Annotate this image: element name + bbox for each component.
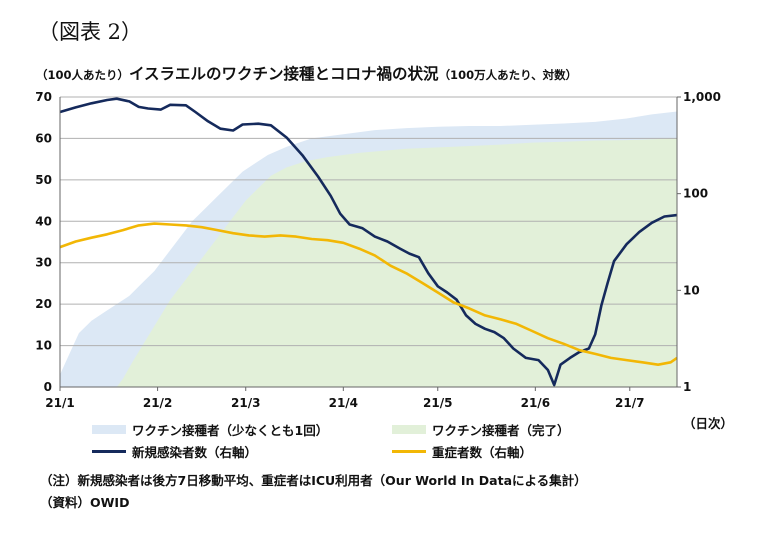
x-tick-label: 21/5 xyxy=(423,396,452,410)
tick-labels: 0 10 20 30 40 50 60 70 1 10 100 1,000 21/1 21/2 21/3 21… xyxy=(35,90,721,410)
legend-label-vaccinated-full: ワクチン接種者（完了） xyxy=(432,423,570,438)
x-tick-label: 21/3 xyxy=(231,396,260,410)
legend-swatch-severe xyxy=(392,450,426,453)
line-layer xyxy=(59,97,678,387)
legend-item-new-cases: 新規感染者数（右軸） xyxy=(92,442,257,461)
legend-item-vaccinated-full: ワクチン接種者（完了） xyxy=(392,420,570,439)
legend-label-severe: 重症者数（右軸） xyxy=(432,445,533,460)
gridlines xyxy=(60,96,677,347)
line-severe xyxy=(59,222,678,367)
y-left-tick-label: 30 xyxy=(35,256,52,270)
left-axis-unit: （100人あたり） xyxy=(36,68,130,82)
x-tick-label: 21/4 xyxy=(329,396,358,410)
y-left-tick-label: 20 xyxy=(35,297,52,311)
legend-label-new-cases: 新規感染者数（右軸） xyxy=(132,445,258,460)
figure-label: （図表 2） xyxy=(38,20,143,44)
legend-item-severe: 重症者数（右軸） xyxy=(392,442,532,461)
y-right-tick-label: 1,000 xyxy=(683,90,721,104)
y-left-tick-label: 10 xyxy=(35,339,52,353)
y-right-tick-label: 10 xyxy=(683,283,700,297)
source-text: （資料）OWID xyxy=(40,495,130,510)
y-left-tick-label: 40 xyxy=(35,214,52,228)
x-axis-unit: （日次） xyxy=(683,416,734,431)
y-left-tick-label: 0 xyxy=(44,380,52,394)
x-tick-label: 21/6 xyxy=(521,396,550,410)
line-new-cases xyxy=(59,97,678,387)
note-text: （注）新規感染者は後方7日移動平均、重症者はICU利用者（Our World I… xyxy=(40,473,587,488)
y-left-tick-label: 50 xyxy=(35,173,52,187)
y-left-tick-label: 70 xyxy=(35,90,52,104)
x-tick-label: 21/7 xyxy=(615,396,644,410)
chart-title: イスラエルのワクチン接種とコロナ禍の状況 xyxy=(129,65,439,83)
y-right-tick-label: 1 xyxy=(683,380,691,394)
y-left-tick-label: 60 xyxy=(35,131,52,145)
x-tick-label: 21/2 xyxy=(143,396,172,410)
axes xyxy=(59,96,681,391)
right-axis-unit: （100万人あたり、対数） xyxy=(438,68,578,82)
legend-swatch-vaccinated-once xyxy=(92,425,126,434)
legend-swatch-new-cases xyxy=(92,450,126,453)
legend-item-vaccinated-once: ワクチン接種者（少なくとも1回） xyxy=(92,420,328,439)
y-right-tick-label: 100 xyxy=(683,187,708,201)
legend-swatch-vaccinated-full xyxy=(392,425,426,434)
x-tick-label: 21/1 xyxy=(45,396,74,410)
chart-title-row: （100人あたり）イスラエルのワクチン接種とコロナ禍の状況（100万人あたり、対… xyxy=(36,62,577,84)
legend-label-vaccinated-once: ワクチン接種者（少なくとも1回） xyxy=(132,423,329,438)
